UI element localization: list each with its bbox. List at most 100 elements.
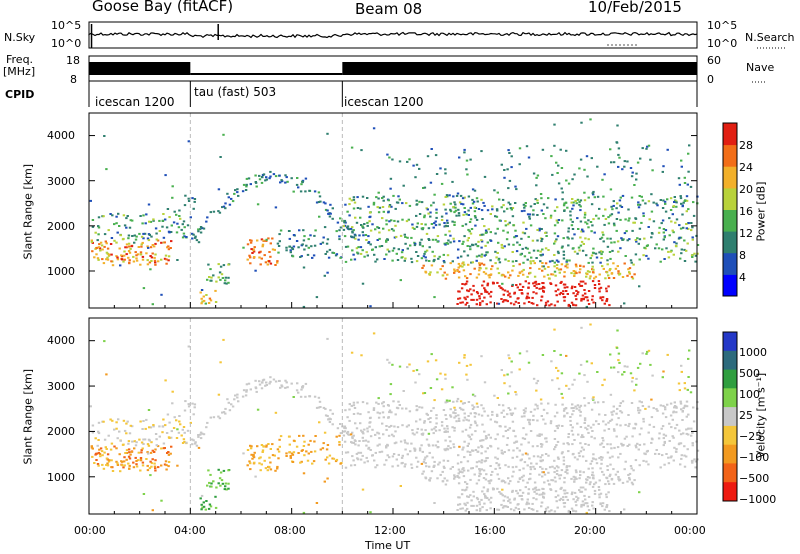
range-gate-cell [662,444,665,447]
range-gate-cell [256,203,260,206]
range-gate-cell [679,400,682,403]
range-gate-cell [511,489,514,492]
range-gate-cell [372,201,376,204]
range-gate-cell [115,421,118,424]
range-gate-cell [532,465,535,468]
range-gate-cell [582,280,585,283]
range-gate-cell [479,234,482,237]
range-gate-cell [365,239,368,241]
range-gate-cell [166,413,170,416]
range-gate-cell [178,420,181,423]
range-gate-cell [523,508,526,511]
range-gate-cell [578,283,581,286]
range-gate-cell [473,206,476,209]
nsearch-label: N.Search [745,31,795,44]
range-gate-cell [457,208,460,211]
range-gate-cell [217,482,220,485]
range-gate-cell [567,433,570,435]
range-gate-cell [465,373,468,376]
range-gate-cell [560,452,564,455]
range-gate-cell [642,417,645,420]
range-gate-cell [160,447,163,450]
range-gate-cell [388,411,391,414]
range-gate-cell [236,191,239,194]
range-gate-cell [301,386,304,389]
range-gate-cell [491,205,494,208]
range-gate-cell [469,288,472,291]
range-gate-cell [500,369,503,371]
range-gate-cell [541,471,544,474]
range-gate-cell [630,380,634,383]
range-gate-cell [600,442,604,445]
range-gate-cell [645,147,648,150]
range-gate-cell [674,450,678,453]
range-gate-cell [123,456,126,459]
range-gate-cell [141,428,144,430]
range-gate-cell [593,277,596,280]
range-gate-cell [249,388,252,391]
range-gate-cell [421,245,424,248]
range-gate-cell [518,243,521,246]
range-gate-cell [593,401,596,404]
range-gate-cell [443,222,446,224]
range-gate-cell [300,460,303,463]
range-gate-cell [595,256,599,259]
range-gate-cell [603,378,606,381]
range-gate-cell [466,239,469,242]
vel-cb-tick-m1000: −1000 [739,493,777,506]
range-gate-cell [220,479,224,482]
range-gate-cell [142,420,145,422]
range-gate-cell [289,455,292,457]
range-gate-cell [579,268,582,271]
range-gate-cell [540,287,544,290]
range-gate-cell [554,198,557,201]
range-gate-cell [277,245,281,247]
range-gate-cell [175,231,179,234]
range-gate-cell [242,452,245,455]
range-gate-cell [356,196,359,199]
range-gate-cell [514,202,517,204]
range-gate-cell [630,196,634,199]
range-gate-cell [591,295,594,298]
range-gate-cell [192,413,195,416]
range-gate-cell [162,418,165,421]
range-gate-cell [249,447,253,450]
range-gate-cell [371,248,374,251]
range-gate-cell [310,450,313,453]
range-gate-cell [377,416,381,419]
range-gate-cell [539,456,542,459]
range-gate-cell [529,410,533,413]
range-gate-cell [585,481,588,484]
range-gate-cell [645,254,648,257]
range-gate-cell [485,251,488,254]
range-gate-cell [662,231,665,234]
range-gate-cell [478,262,481,265]
range-gate-cell [475,303,478,306]
range-gate-cell [480,262,483,265]
range-gate-cell [462,446,465,449]
range-gate-cell [106,252,109,255]
range-gate-cell [435,422,438,425]
range-gate-cell [687,222,690,224]
range-gate-cell [584,443,587,445]
range-gate-cell [255,390,258,393]
range-gate-cell [584,426,587,429]
range-gate-cell [501,288,504,291]
range-gate-cell [681,410,684,413]
range-gate-cell [555,219,558,222]
range-gate-cell [570,301,574,304]
xtick-2000: 20:00 [574,524,606,537]
range-gate-cell [115,460,118,463]
range-gate-cell [434,238,438,241]
range-gate-cell [491,413,494,416]
range-gate-cell [252,456,256,459]
range-gate-cell [495,256,498,259]
range-gate-cell [202,295,205,298]
range-gate-cell [586,270,590,273]
range-gate-cell [497,447,500,450]
range-gate-cell [674,427,677,430]
range-gate-cell [329,203,332,206]
range-gate-cell [560,263,564,266]
range-gate-cell [106,462,109,465]
range-gate-cell [478,269,481,272]
